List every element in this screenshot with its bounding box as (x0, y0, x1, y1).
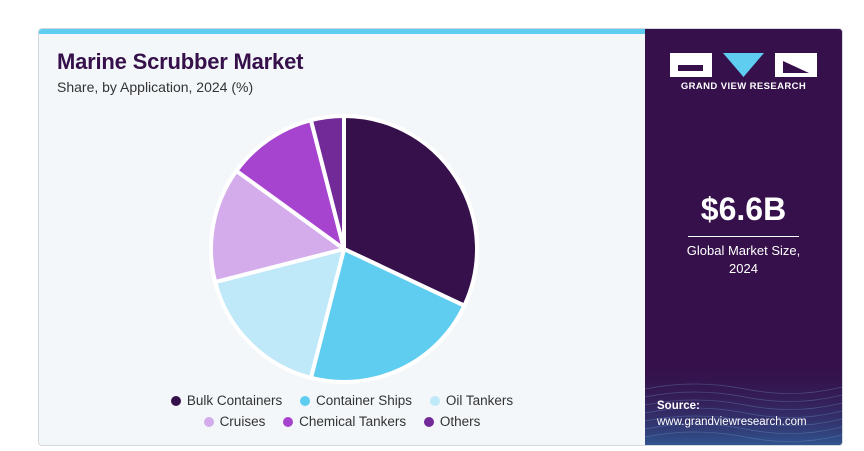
legend-label: Oil Tankers (445, 393, 514, 408)
legend-swatch (170, 396, 181, 406)
caption-line-1: Global Market Size, (686, 243, 801, 258)
legend-item-container-ships: Container Ships (299, 393, 413, 408)
legend-row-1: Bulk Containers Container Ships Oil Tank… (39, 393, 645, 408)
chart-panel: Marine Scrubber Market Share, by Applica… (39, 29, 645, 445)
legend-item-oil-tankers: Oil Tankers (429, 393, 514, 408)
pie-slice-chemical-tankers (234, 118, 346, 251)
caption-line-2: 2024 (729, 261, 758, 276)
source-label: Source: (657, 400, 700, 412)
legend-swatch (429, 396, 440, 406)
infographic-card: Marine Scrubber Market Share, by Applica… (38, 28, 843, 446)
legend-item-bulk-containers: Bulk Containers (170, 393, 283, 408)
chart-subtitle: Share, by Application, 2024 (%) (57, 79, 254, 95)
legend-swatch (203, 417, 214, 427)
market-size-value: $6.6B (700, 191, 787, 227)
pie-slice-bulk-containers (342, 114, 479, 308)
pie-slice-container-ships (308, 247, 467, 384)
legend-label: Chemical Tankers (299, 414, 407, 429)
accent-bar (39, 29, 645, 34)
info-panel: GRAND VIEW RESEARCH $6.6B Global Market … (645, 29, 842, 445)
pie-slice-others (308, 114, 346, 251)
pie-slice-oil-tankers (213, 247, 346, 380)
brand-logo-icon (670, 53, 817, 77)
source-link[interactable]: www.grandviewresearch.com (657, 416, 807, 428)
legend-item-others: Others (423, 414, 481, 429)
divider (688, 236, 799, 237)
legend-swatch (299, 396, 310, 406)
legend-label: Cruises (219, 414, 266, 429)
pie-chart (209, 114, 479, 384)
legend-label: Container Ships (315, 393, 413, 408)
pie-slice-cruises (209, 168, 346, 285)
legend-item-cruises: Cruises (203, 414, 266, 429)
legend-row-2: Cruises Chemical Tankers Others (39, 414, 645, 429)
legend-label: Bulk Containers (186, 393, 283, 408)
legend-swatch (423, 417, 434, 427)
chart-title: Marine Scrubber Market (57, 49, 304, 74)
legend-swatch (283, 417, 294, 427)
decorative-wave-pattern (645, 359, 842, 445)
legend-item-chemical-tankers: Chemical Tankers (283, 414, 406, 429)
market-size-caption: Global Market Size, 2024 (645, 242, 842, 278)
legend-label: Others (439, 414, 481, 429)
brand-name: GRAND VIEW RESEARCH (680, 81, 807, 92)
